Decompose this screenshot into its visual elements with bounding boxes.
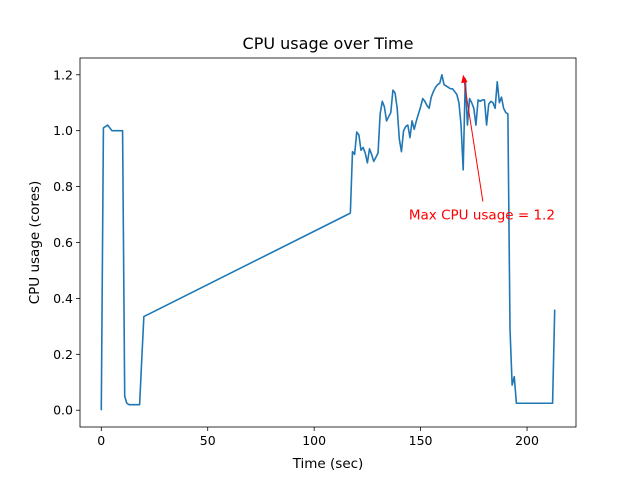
- y-tick-label: 0.0: [53, 403, 73, 418]
- y-tick-label: 1.2: [53, 67, 73, 82]
- x-tick-label: 150: [409, 433, 433, 448]
- annotation-arrow: [463, 82, 484, 202]
- y-tick-label: 1.0: [53, 123, 73, 138]
- y-tick-label: 0.6: [53, 235, 73, 250]
- x-axis-label: Time (sec): [292, 456, 364, 472]
- annotation-label: Max CPU usage = 1.2: [409, 208, 555, 224]
- y-axis-ticks: 0.0 0.2 0.4 0.6 0.8 1.0 1.2: [53, 67, 80, 418]
- x-tick-label: 50: [200, 433, 216, 448]
- annotation-layer: Max CPU usage = 1.2: [409, 74, 555, 224]
- x-tick-label: 0: [97, 433, 105, 448]
- y-tick-label: 0.2: [53, 347, 73, 362]
- y-axis-label: CPU usage (cores): [27, 181, 43, 305]
- annotation-arrow-head: [461, 74, 468, 84]
- chart-title: CPU usage over Time: [243, 34, 414, 53]
- y-tick-label: 0.8: [53, 179, 73, 194]
- x-tick-label: 200: [515, 433, 539, 448]
- cpu-usage-series-line: [100, 73, 556, 411]
- x-axis-ticks: 0 50 100 150 200: [97, 427, 539, 448]
- y-tick-label: 0.4: [53, 291, 73, 306]
- series-layer: [100, 73, 556, 411]
- x-tick-label: 100: [302, 433, 326, 448]
